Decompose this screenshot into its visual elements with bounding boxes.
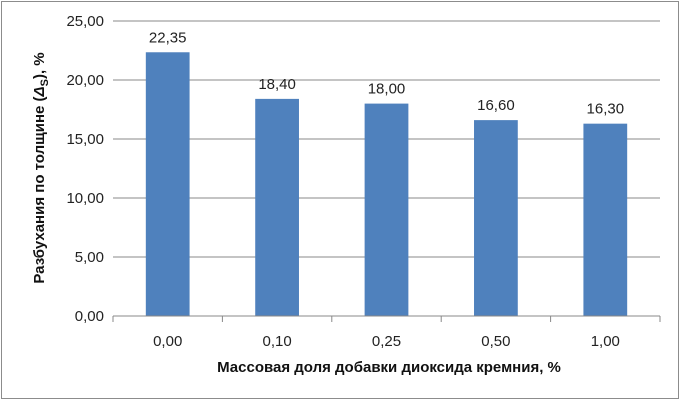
y-axis-title-subscript: S	[39, 79, 51, 86]
data-labels: 22,35 18,40 18,00 16,60 16,30	[149, 29, 624, 117]
data-label: 16,60	[477, 97, 515, 114]
bars	[145, 52, 628, 317]
bar	[145, 52, 190, 317]
x-tick-label: 0,00	[153, 333, 182, 350]
data-label: 18,00	[368, 81, 406, 98]
x-tick-label: 0,10	[262, 333, 291, 350]
y-tick-label: 5,00	[75, 249, 104, 266]
y-tick-label: 0,00	[75, 308, 104, 325]
x-tick-label: 1,00	[591, 333, 620, 350]
y-tick-label: 20,00	[66, 72, 104, 89]
y-axis-title-suffix: ), %	[31, 52, 48, 79]
bar	[255, 98, 299, 316]
bar	[364, 103, 409, 316]
y-tick-label: 25,00	[66, 13, 104, 30]
y-axis-title: Разбухания по толщине (ΔS), %	[31, 52, 51, 283]
data-label: 22,35	[149, 29, 187, 46]
y-axis-title-prefix: Разбухания по толщине (	[31, 96, 48, 283]
bar	[583, 123, 628, 316]
x-tick-label: 0,50	[481, 333, 510, 350]
x-axis-title: Массовая доля добавки диоксида кремния, …	[217, 359, 561, 376]
y-axis-title-symbol: Δ	[31, 86, 48, 97]
data-label: 16,30	[587, 101, 625, 118]
x-axis-ticks: 0,00 0,10 0,25 0,50 1,00	[112, 316, 661, 350]
bar	[474, 120, 518, 317]
y-axis-ticks: 0,00 5,00 10,00 15,00 20,00 25,00	[66, 13, 104, 325]
y-tick-label: 15,00	[66, 131, 104, 148]
x-tick-label: 0,25	[372, 333, 401, 350]
y-tick-label: 10,00	[66, 190, 104, 207]
data-label: 18,40	[258, 76, 296, 93]
